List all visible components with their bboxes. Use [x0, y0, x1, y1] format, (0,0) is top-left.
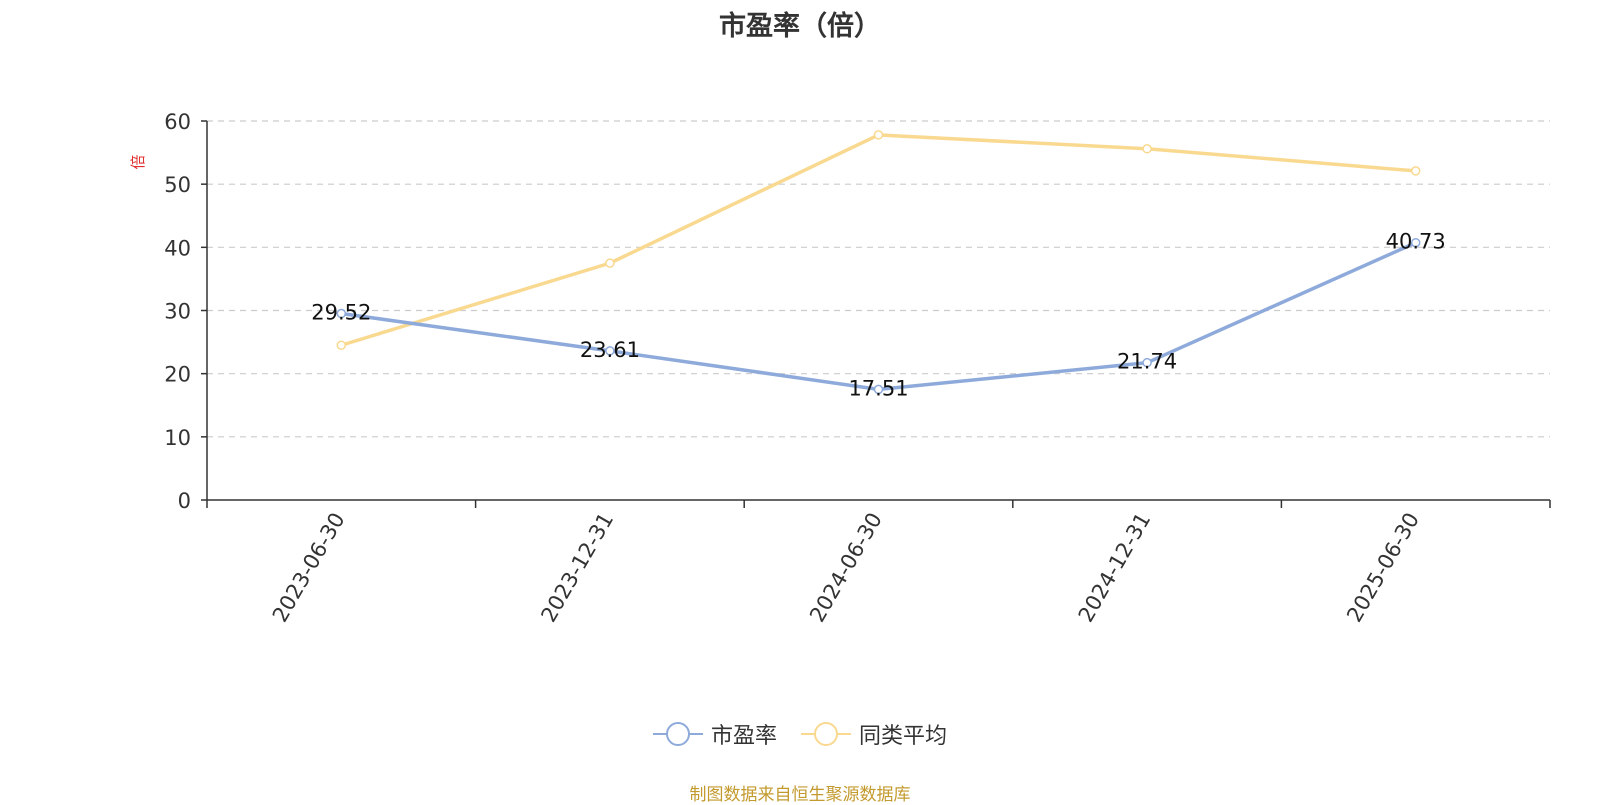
y-axis-unit-label: 倍	[129, 154, 147, 169]
x-tick-label: 2025-06-30	[1342, 509, 1424, 627]
data-label: 17.51	[848, 376, 908, 400]
data-point[interactable]	[873, 130, 884, 140]
x-tick-label: 2023-06-30	[268, 509, 350, 627]
y-tick-label: 40	[164, 236, 191, 260]
data-label: 40.73	[1386, 230, 1446, 254]
data-point[interactable]	[1142, 357, 1152, 368]
data-label: 29.52	[311, 301, 371, 325]
chart-title: 市盈率（倍）	[719, 11, 881, 42]
y-tick-label: 0	[178, 489, 191, 513]
x-tick-label: 2023-12-31	[536, 509, 618, 627]
data-point[interactable]	[605, 258, 615, 268]
series-line-0	[341, 241, 1417, 392]
x-tick-label: 2024-06-30	[805, 509, 887, 627]
data-point[interactable]	[1410, 166, 1421, 176]
data-point[interactable]	[336, 340, 347, 350]
y-tick-label: 60	[164, 110, 191, 134]
x-tick-label: 2024-12-31	[1074, 509, 1156, 627]
y-tick-label: 20	[164, 363, 191, 387]
data-point[interactable]	[873, 384, 884, 395]
data-point[interactable]	[1142, 144, 1152, 154]
source-footnote: 制图数据来自恒生聚源数据库	[689, 785, 911, 805]
legend-item[interactable]: 市盈率	[652, 718, 777, 750]
chart-legend: 市盈率 同类平均	[0, 718, 1600, 750]
legend-marker-icon	[801, 722, 851, 746]
data-point[interactable]	[336, 308, 347, 319]
data-point[interactable]	[1410, 237, 1421, 248]
legend-item[interactable]: 同类平均	[801, 718, 947, 750]
data-label: 23.61	[580, 338, 640, 362]
y-tick-label: 30	[164, 300, 191, 324]
legend-marker-icon	[652, 722, 703, 746]
data-point[interactable]	[605, 346, 615, 356]
data-label: 21.74	[1117, 350, 1177, 374]
y-tick-label: 50	[164, 173, 191, 197]
y-tick-label: 10	[164, 426, 191, 450]
legend-label: 同类平均	[859, 724, 948, 749]
legend-label: 市盈率	[710, 724, 777, 749]
